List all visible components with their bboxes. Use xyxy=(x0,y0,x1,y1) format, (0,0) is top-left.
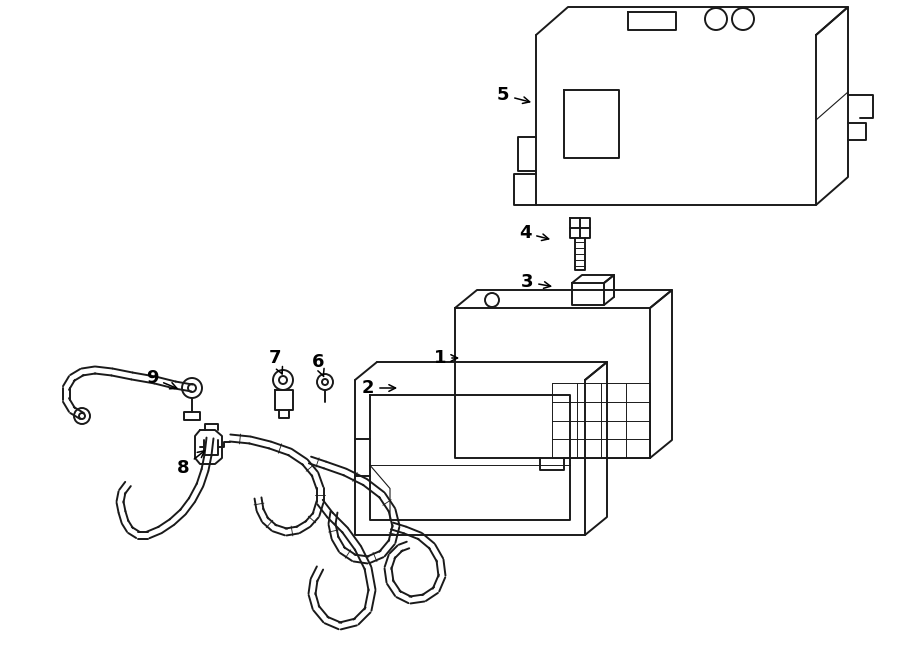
Text: 3: 3 xyxy=(521,273,551,291)
Text: 7: 7 xyxy=(269,349,283,374)
Text: 6: 6 xyxy=(311,353,324,377)
Text: 4: 4 xyxy=(518,224,549,242)
Text: 8: 8 xyxy=(176,451,204,477)
Text: 2: 2 xyxy=(362,379,395,397)
Text: 5: 5 xyxy=(497,86,530,104)
Text: 9: 9 xyxy=(146,369,177,389)
Text: 1: 1 xyxy=(434,349,457,367)
